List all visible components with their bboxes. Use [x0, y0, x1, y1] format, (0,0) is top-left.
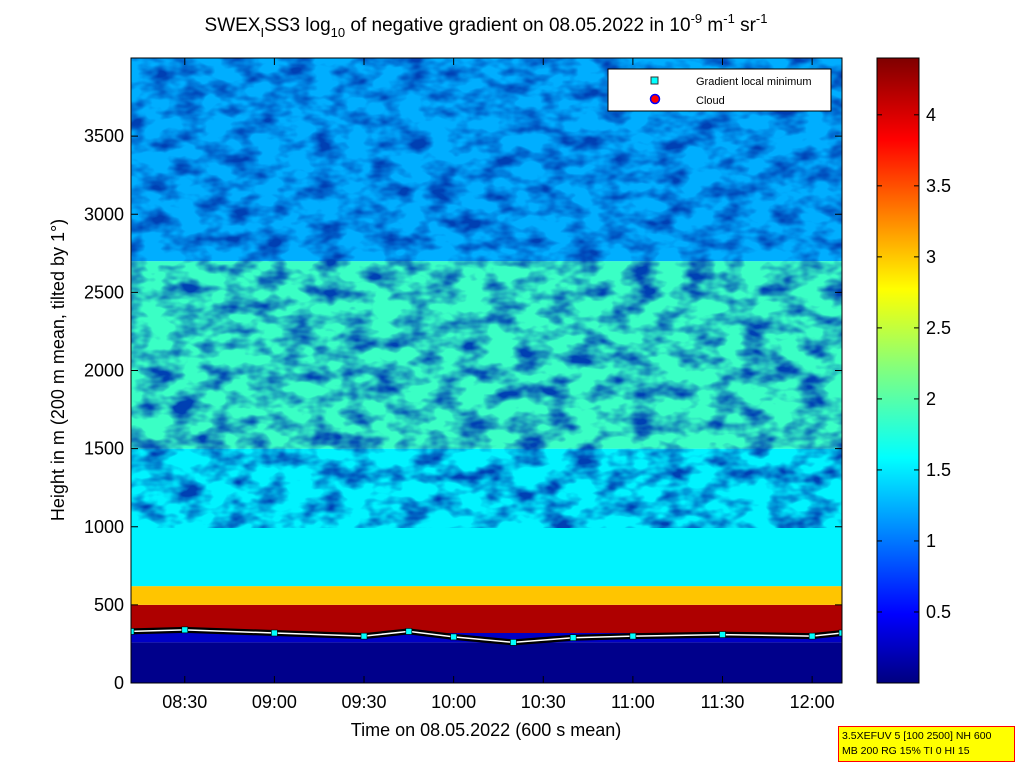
- legend-label-cloud: Cloud: [696, 95, 725, 107]
- gradient-minimum-point: [510, 639, 517, 646]
- colorbar-tick-label: 3: [926, 247, 936, 267]
- gradient-minimum-point: [131, 628, 135, 635]
- boundary-layer-edge: [131, 629, 842, 644]
- colorbar-tick-label: 1: [926, 531, 936, 551]
- x-axis-label: Time on 08.05.2022 (600 s mean): [351, 720, 622, 740]
- gradient-minimum-point: [838, 629, 842, 637]
- y-tick-label: 2000: [84, 361, 124, 381]
- x-tick-label: 10:30: [521, 692, 566, 712]
- colorbar-tick-label: 2.5: [926, 318, 951, 338]
- gradient-minimum-point: [181, 626, 189, 634]
- x-tick-label: 09:30: [341, 692, 386, 712]
- gradient-minimum-markers: [131, 626, 842, 646]
- colorbar-tick-label: 0.5: [926, 602, 951, 622]
- heatmap-layer-1: [131, 604, 842, 633]
- gradient-minimum-point: [569, 634, 577, 641]
- colorbar-tick-label: 3.5: [926, 176, 951, 196]
- y-axis-ticks: 0 500 1000 1500 2000 2500 3000 3500: [84, 126, 842, 693]
- y-tick-label: 0: [114, 673, 124, 693]
- legend-marker-cloud: [649, 93, 661, 105]
- x-tick-label: 11:30: [701, 692, 745, 712]
- x-tick-label: 10:00: [431, 692, 476, 712]
- legend-label-gradient-minimum: Gradient local minimum: [696, 76, 812, 88]
- y-tick-label: 3000: [84, 204, 124, 224]
- heatmap-layer-0: [131, 642, 842, 683]
- heatmap-plot: [131, 58, 842, 683]
- colorbar-ticks: 0.5 1 1.5 2 2.5 3 3.5 4: [877, 105, 951, 622]
- heatmap-texture: [131, 58, 842, 528]
- info-box: 3.5XEFUV 5 [100 2500] NH 600 MB 200 RG 1…: [838, 726, 1015, 762]
- y-tick-label: 500: [94, 595, 124, 615]
- gradient-minimum-point: [629, 632, 637, 640]
- heatmap-layer-2: [131, 586, 842, 605]
- legend-box: [607, 68, 832, 112]
- gradient-minimum-point: [719, 631, 726, 638]
- colorbar-tick-label: 4: [926, 105, 936, 125]
- info-line-1: 3.5XEFUV 5 [100 2500] NH 600: [842, 730, 992, 742]
- colorbar-tick-label: 1.5: [926, 460, 951, 480]
- x-tick-label: 08:30: [162, 692, 207, 712]
- info-line-2: MB 200 RG 15% TI 0 HI 15: [842, 745, 970, 757]
- y-axis-label: Height in m (200 m mean, tilted by 1°): [48, 219, 68, 521]
- y-tick-label: 1000: [84, 517, 124, 537]
- gradient-minimum-point: [450, 633, 457, 641]
- gradient-minimum-point: [808, 632, 816, 640]
- legend: Gradient local minimum Cloud: [607, 68, 832, 112]
- y-tick-label: 1500: [84, 439, 124, 459]
- y-tick-label: 3500: [84, 126, 124, 146]
- gradient-minimum-point: [405, 628, 413, 635]
- chart-title: SWEXISS3 log10 of negative gradient on 0…: [205, 11, 768, 40]
- x-tick-label: 11:00: [611, 692, 655, 712]
- x-axis-ticks: 08:30 09:00 09:30 10:00 10:30 11:00 11:30 12:00: [162, 58, 835, 712]
- colorbar: [876, 57, 920, 684]
- x-tick-label: 09:00: [252, 692, 297, 712]
- y-tick-label: 2500: [84, 282, 124, 302]
- gradient-minimum-point: [271, 629, 278, 637]
- legend-marker-gradient-minimum: [650, 76, 659, 85]
- colorbar-tick-label: 2: [926, 389, 936, 409]
- gradient-minimum-point: [360, 632, 368, 640]
- x-tick-label: 12:00: [790, 692, 835, 712]
